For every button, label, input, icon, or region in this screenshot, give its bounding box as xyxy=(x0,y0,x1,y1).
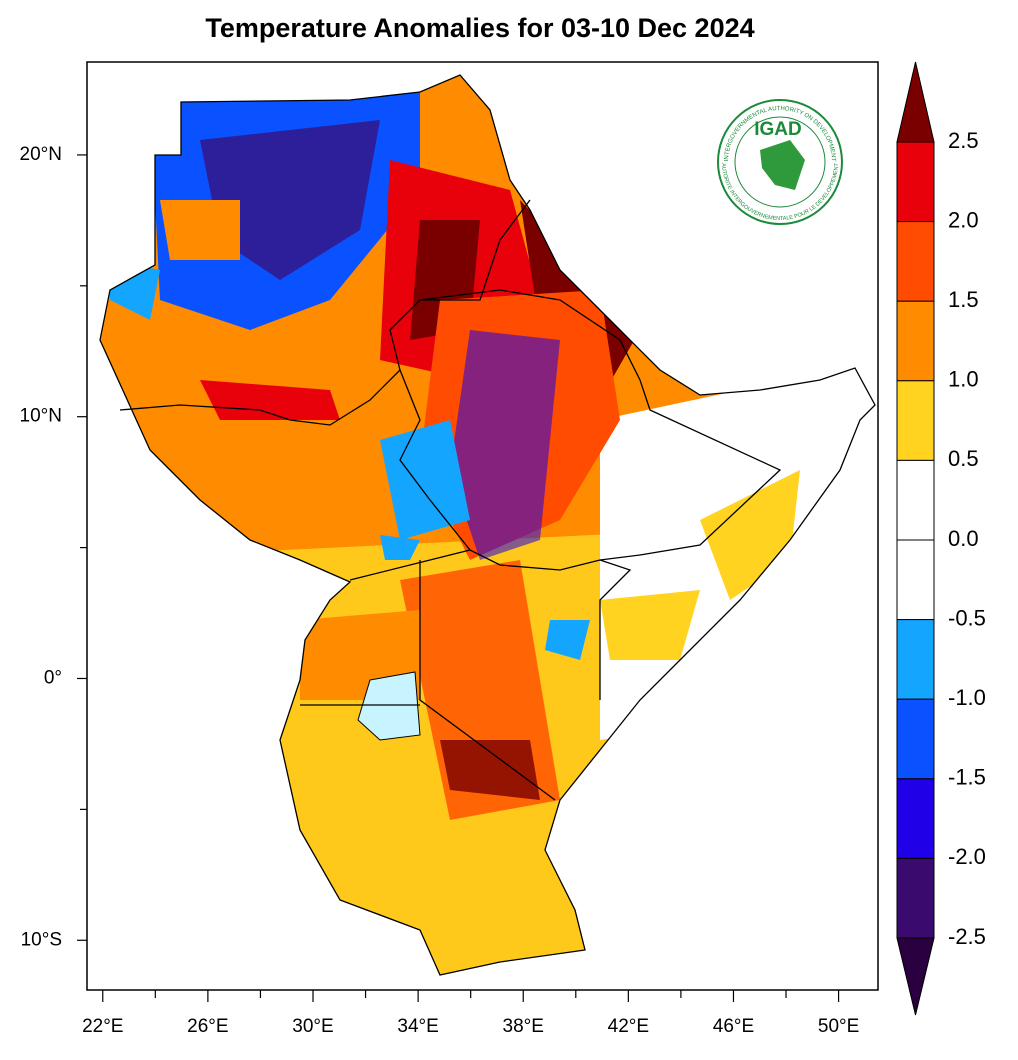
lon-tick-label: 34°E xyxy=(397,1016,438,1037)
colorbar-label: -2.0 xyxy=(948,844,986,869)
colorbar-label: 2.0 xyxy=(948,207,979,232)
colorbar-label: -0.5 xyxy=(948,605,986,630)
logo-inner xyxy=(734,116,826,208)
colorbar-upper-triangle xyxy=(896,61,935,143)
colorbar-label: -2.5 xyxy=(948,924,986,949)
lon-tick-label: 42°E xyxy=(608,1016,649,1037)
lon-tick-label: 38°E xyxy=(503,1016,544,1037)
colorbar-box xyxy=(896,300,935,382)
colorbar-label: 1.0 xyxy=(948,367,979,392)
logo-map xyxy=(760,140,805,190)
colorbar-box xyxy=(896,459,935,541)
colorbar-box xyxy=(896,141,935,223)
colorbar-box xyxy=(896,539,935,621)
igad-logo: INTERGOVERNMENTAL AUTHORITY ON DEVELOPME… xyxy=(717,99,843,225)
logo-name: IGAD xyxy=(754,119,802,140)
colorbar-label: 0.0 xyxy=(948,526,979,551)
colorbar-lower-triangle xyxy=(896,937,935,1016)
colorbar-label: 1.5 xyxy=(948,287,979,312)
colorbar-box xyxy=(896,698,935,780)
lon-tick-label: 50°E xyxy=(818,1016,859,1037)
colorbar-box xyxy=(896,857,935,939)
colorbar-box xyxy=(896,380,935,461)
lat-tick-label: 20°N xyxy=(20,144,62,165)
map-title: Temperature Anomalies for 03-10 Dec 2024 xyxy=(205,13,754,43)
lon-tick-label: 26°E xyxy=(187,1016,228,1037)
colorbar-box xyxy=(896,221,935,302)
colorbar-label: 2.5 xyxy=(948,128,979,153)
colorbar-box xyxy=(896,619,935,700)
colorbar-box xyxy=(896,778,935,859)
lat-tick-label: 10°S xyxy=(21,929,62,950)
lon-tick-label: 46°E xyxy=(713,1016,754,1037)
lat-tick-label: 0° xyxy=(44,668,62,689)
lat-tick-label: 10°N xyxy=(20,406,62,427)
colorbar-label: -1.0 xyxy=(948,685,986,710)
colorbar-label: 0.5 xyxy=(948,446,979,471)
colorbar-label: -1.5 xyxy=(948,765,986,790)
lon-tick-label: 30°E xyxy=(292,1016,333,1037)
borders xyxy=(99,74,876,976)
lon-tick-label: 22°E xyxy=(82,1016,123,1037)
